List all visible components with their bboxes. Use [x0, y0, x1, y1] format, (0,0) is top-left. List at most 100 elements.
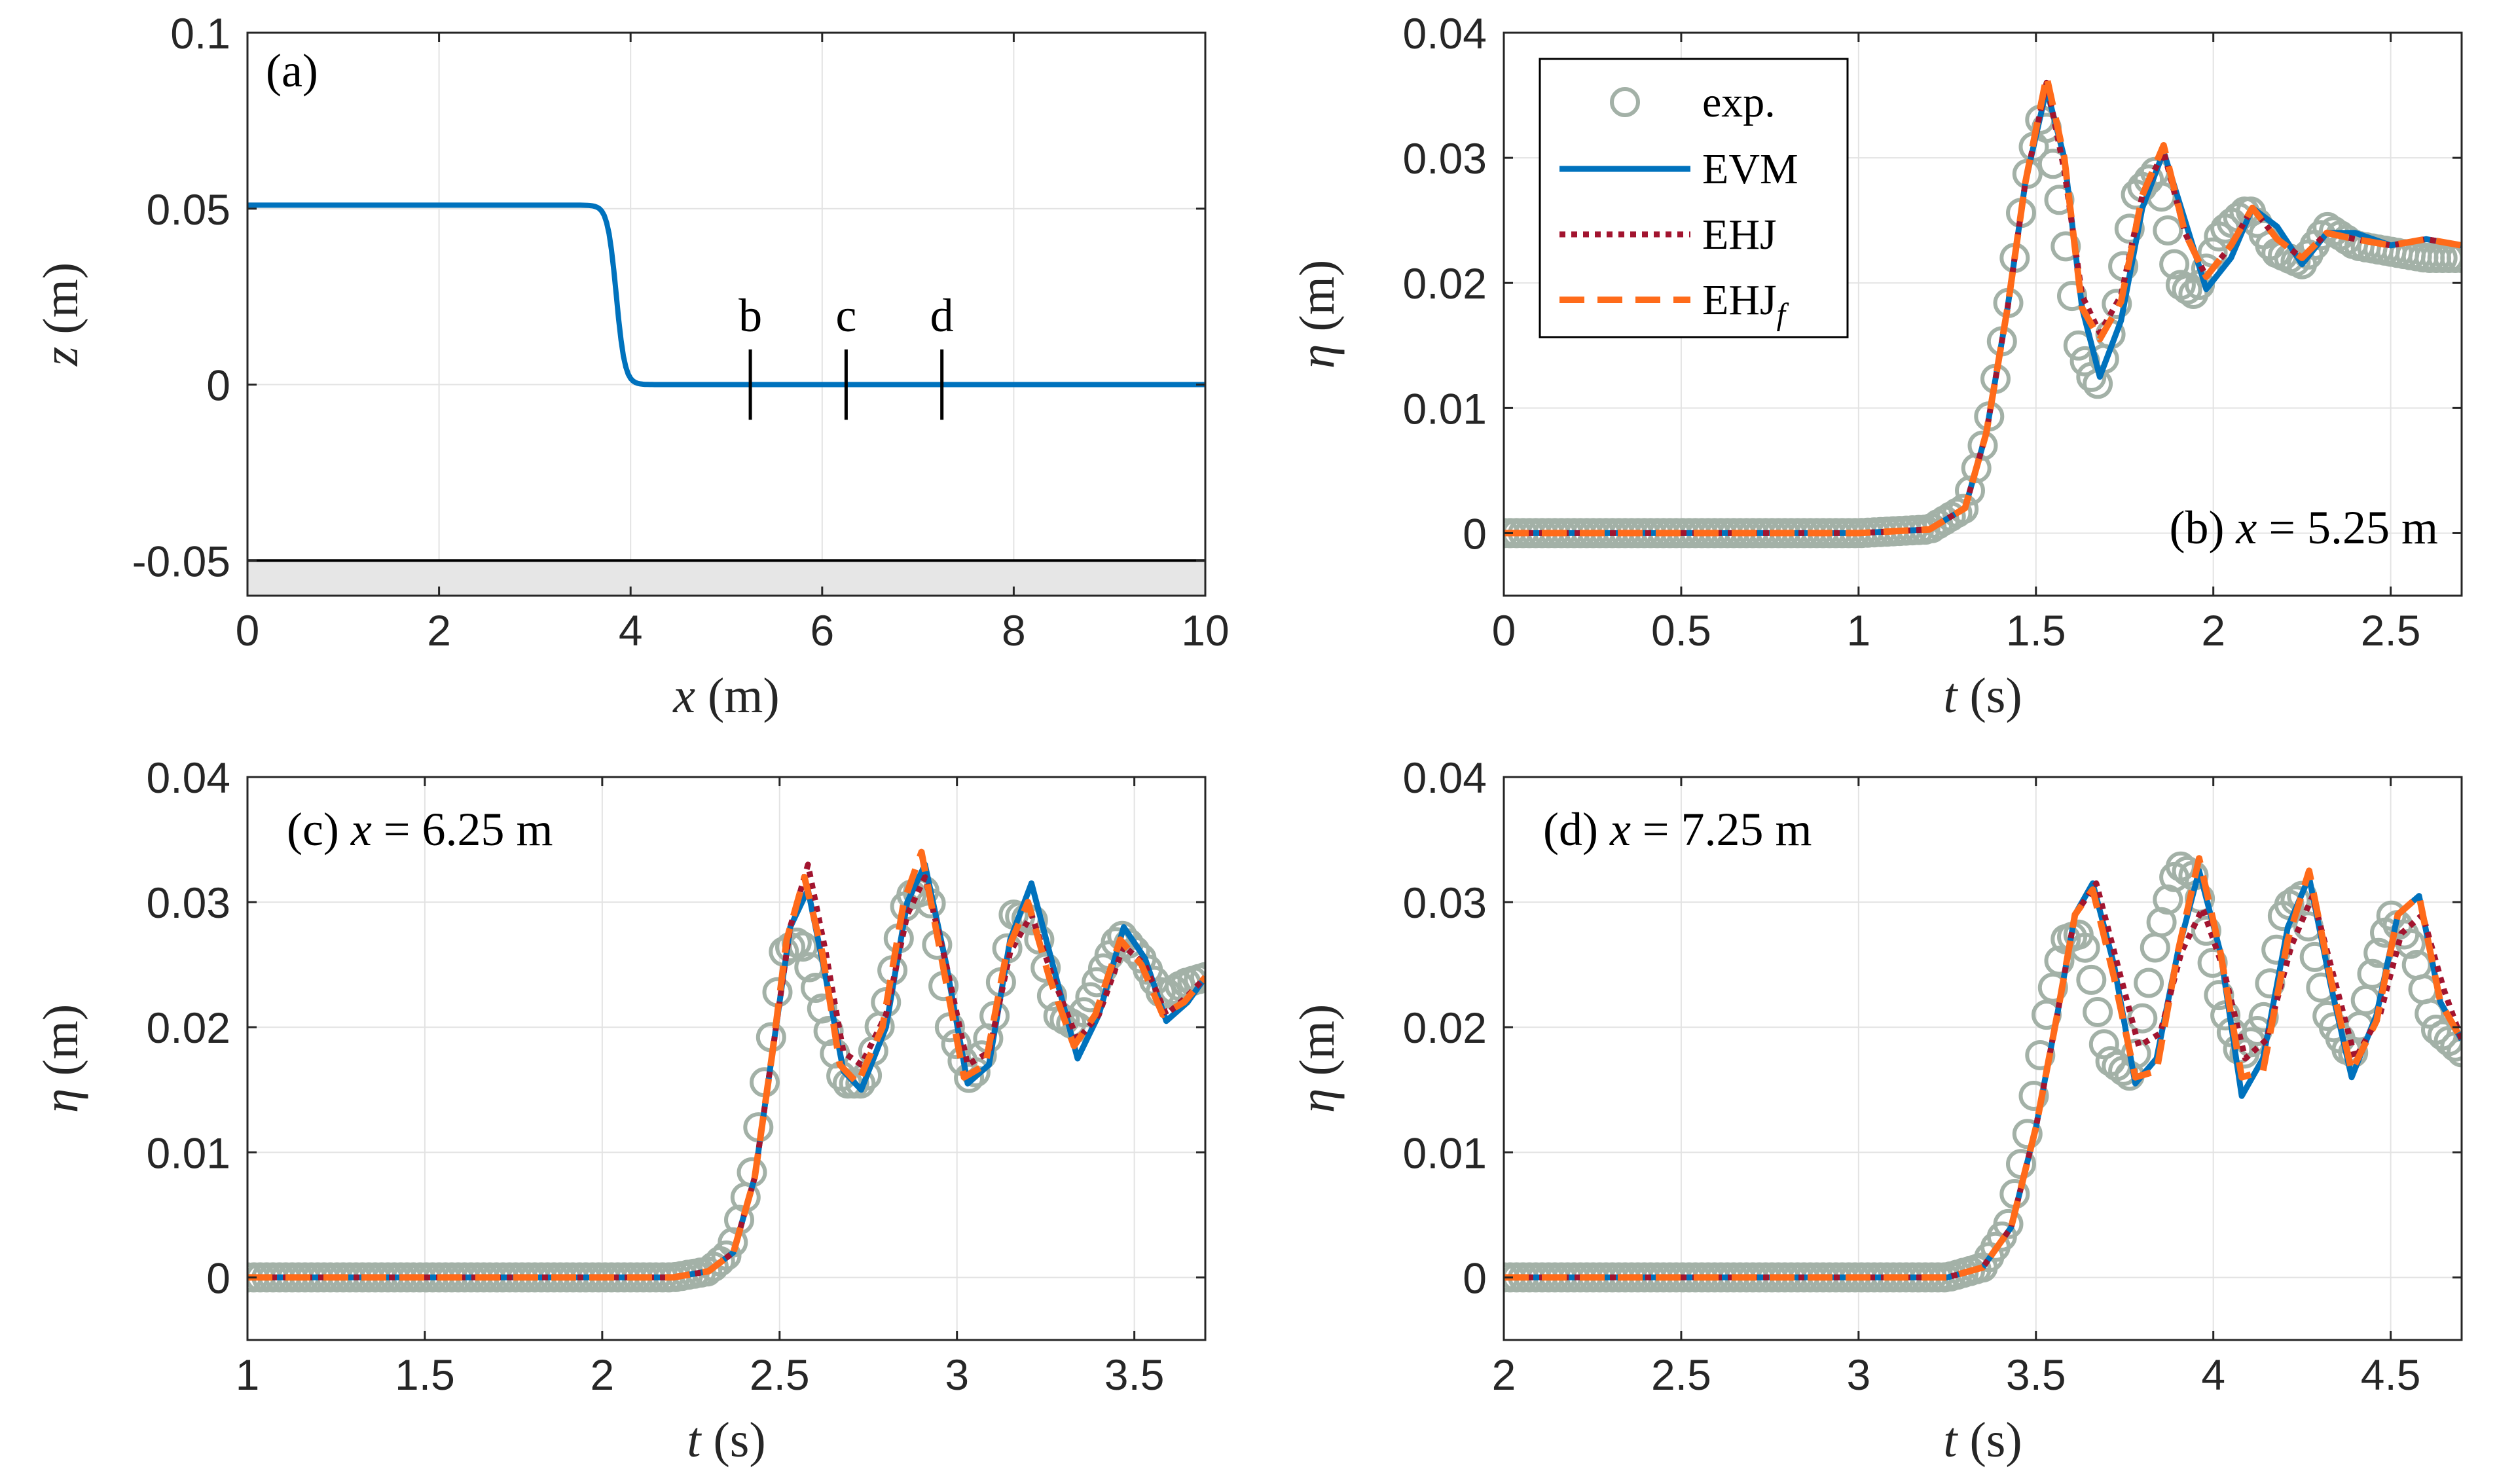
y-tick-label: 0.01 [1403, 384, 1487, 433]
x-tick-label: 6 [810, 606, 834, 655]
exp-marker [2204, 980, 2234, 1011]
x-tick-label: 2.5 [750, 1350, 810, 1399]
legend-label-ehjf: EHJf [1702, 276, 1789, 332]
y-tick-label: 0.05 [147, 185, 230, 234]
x-tick-label: 2 [427, 606, 451, 655]
x-tick-label: 2.5 [1651, 1350, 1711, 1399]
exp-marker [2447, 243, 2462, 273]
x-tick-label: 3 [1846, 1350, 1870, 1399]
annotation-prefix: (c) [287, 803, 351, 856]
panel-label-a: (a) [266, 45, 318, 97]
exp-marker [1030, 952, 1061, 983]
y-tick-label: -0.05 [132, 537, 230, 585]
x-axis-label-d: t (s) [1943, 1413, 2022, 1468]
y-tick-label: 0.04 [1403, 753, 1487, 802]
annotation-var: x [2235, 501, 2257, 554]
panel-c: (c) x = 6.25 m 1 1.5 2 2.5 3 3.5 0 0.01 0.02 0.03 0… [33, 753, 1207, 1468]
panel-annotation-c: (c) x = 6.25 m [287, 803, 553, 856]
plot-area-c [247, 777, 1205, 1340]
exp-marker [1993, 1208, 2024, 1239]
y-axis-unit: (m) [33, 262, 88, 347]
y-axis-var: η [33, 1089, 88, 1113]
gauge-label-b: b [738, 289, 762, 342]
exp-marker [2172, 274, 2202, 305]
x-axis-unit: (s) [1957, 1413, 2022, 1468]
y-tick-label: 0 [206, 1254, 230, 1302]
x-tick-label: 2.5 [2361, 606, 2421, 655]
annotation-prefix: (b) [2169, 501, 2236, 554]
exp-marker [2012, 1119, 2043, 1149]
y-axis-var: η [1290, 344, 1345, 369]
y-tick-label: 0 [1463, 509, 1487, 558]
x-axis-unit: (s) [1957, 668, 2022, 723]
data-layer-d [1504, 851, 2462, 1293]
y-tick-label: 0.04 [1403, 9, 1487, 58]
exp-marker [2248, 1002, 2279, 1032]
exp-marker [2255, 968, 2286, 999]
exp-marker [2037, 972, 2068, 1003]
x-tick-label: 0 [236, 606, 260, 655]
y-tick-label: 0 [1463, 1254, 1487, 1302]
x-axis-unit: (s) [701, 1413, 765, 1468]
x-tick-label: 1.5 [395, 1350, 455, 1399]
x-axis-label-c: t (s) [687, 1413, 765, 1468]
gauge-label-c: c [835, 289, 856, 342]
legend-ehjf-base: EHJ [1702, 276, 1777, 324]
x-axis-label-b: t (s) [1943, 668, 2022, 723]
y-tick-label: 0 [206, 361, 230, 410]
y-tick-label: 0.01 [147, 1129, 230, 1177]
panel-annotation-b: (b) x = 5.25 m [2169, 501, 2438, 554]
x-tick-label: 8 [1002, 606, 1026, 655]
data-layer-c [247, 848, 1205, 1293]
bottom-fill [247, 560, 1205, 596]
y-tick-label: 0.02 [1403, 1004, 1487, 1052]
annotation-var: x [1609, 803, 1631, 856]
exp-marker [2018, 1081, 2049, 1111]
x-axis-var: t [1943, 1413, 1958, 1468]
plot-area-a [247, 33, 1205, 596]
y-axis-unit: (m) [1290, 1004, 1345, 1089]
y-axis-label-c: η (m) [33, 1004, 88, 1113]
axes-box-a [246, 31, 1207, 597]
x-tick-label: 1.5 [2006, 606, 2066, 655]
x-tick-label: 1 [236, 1350, 260, 1399]
x-tick-label: 0.5 [1651, 606, 1711, 655]
x-axis-label-a: x (m) [672, 668, 779, 723]
y-axis-label-b: η (m) [1290, 260, 1345, 369]
exp-marker [2083, 997, 2113, 1027]
annotation-var: x [350, 803, 372, 856]
x-tick-label: 3 [945, 1350, 969, 1399]
exp-marker [2191, 915, 2221, 946]
data-layer-b [1504, 73, 2462, 549]
x-tick-label: 4 [619, 606, 643, 655]
y-tick-label: 0.03 [1403, 878, 1487, 927]
exp-marker [1967, 430, 1998, 461]
exp-marker [2102, 289, 2132, 319]
annotation-rest: = 7.25 m [1631, 803, 1812, 856]
y-axis-label-a: z (m) [33, 262, 88, 367]
y-tick-label: 0.03 [1403, 134, 1487, 183]
y-tick-label: 0.02 [147, 1004, 230, 1052]
exp-marker [2197, 947, 2228, 978]
x-tick-label: 2 [1492, 1350, 1516, 1399]
exp-marker [2159, 249, 2190, 280]
legend-label-evm: EVM [1702, 145, 1798, 193]
x-axis-unit: (m) [695, 668, 780, 723]
axes-box-c [246, 776, 1207, 1341]
legend-exp-marker [1610, 87, 1640, 117]
y-tick-label: 0.02 [1403, 259, 1487, 308]
y-tick-label: 0.03 [147, 878, 230, 927]
y-tick-label: 0.1 [170, 9, 230, 58]
exp-marker [2447, 1037, 2462, 1068]
exp-marker [2134, 968, 2164, 998]
annotation-prefix: (d) [1543, 803, 1610, 856]
annotation-rest: = 6.25 m [372, 803, 553, 856]
exp-marker [2057, 281, 2087, 312]
legend-box [1539, 58, 1849, 338]
x-tick-label: 1 [1846, 606, 1870, 655]
series-line-ehjf-b [1504, 73, 2462, 537]
panel-b: (b) x = 5.25 m 0 0.5 1 1.5 2 2.5 0 0.01 0.02 0.03 0… [1290, 9, 2463, 723]
legend-label-ehj: EHJ [1702, 211, 1777, 259]
exp-marker [2415, 998, 2445, 1029]
legend-label-exp: exp. [1702, 79, 1776, 126]
